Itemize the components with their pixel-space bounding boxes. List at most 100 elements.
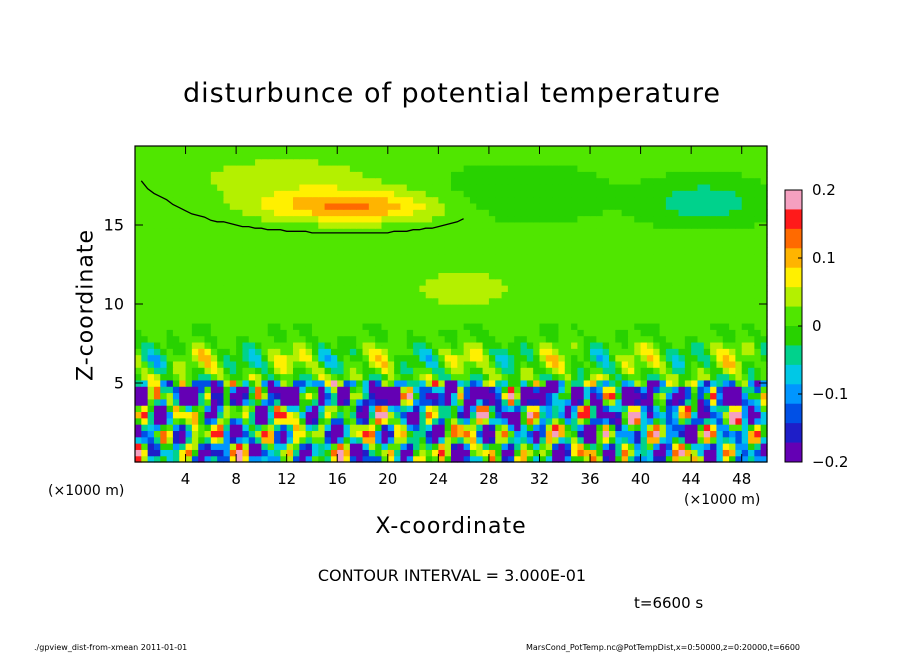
field-cell [457, 291, 465, 299]
field-cell [659, 228, 667, 236]
field-cell [406, 373, 414, 381]
field-cell [299, 291, 307, 299]
field-cell [160, 411, 168, 419]
field-cell [368, 177, 376, 185]
field-cell [640, 417, 648, 425]
field-cell [242, 386, 250, 394]
field-cell [217, 436, 225, 444]
field-cell [716, 285, 724, 292]
field-cell [526, 272, 534, 280]
field-cell [349, 304, 357, 311]
field-cell [653, 247, 661, 255]
field-cell [514, 455, 522, 463]
field-cell [602, 278, 610, 286]
field-cell [356, 316, 364, 324]
field-cell [748, 329, 755, 337]
field-cell [444, 449, 452, 457]
field-cell [419, 164, 427, 172]
field-cell [451, 430, 458, 438]
field-cell [318, 190, 326, 198]
field-cell [242, 360, 250, 368]
field-cell [280, 240, 288, 248]
field-cell [343, 443, 351, 450]
field-cell [520, 202, 528, 210]
field-cell [678, 386, 686, 394]
field-cell [609, 341, 616, 349]
field-cell [381, 152, 389, 160]
field-cell [703, 285, 711, 292]
field-cell [457, 392, 465, 400]
field-cell [267, 449, 275, 457]
field-cell [577, 234, 585, 242]
field-cell [394, 335, 402, 343]
field-cell [160, 449, 168, 457]
field-cell [659, 335, 667, 343]
field-cell [457, 152, 465, 160]
field-cell [135, 272, 142, 280]
field-cell [564, 285, 572, 292]
field-cell [394, 196, 402, 204]
field-cell [596, 202, 604, 210]
field-cell [153, 417, 161, 425]
field-cell [223, 322, 231, 330]
field-cell [368, 152, 376, 160]
field-cell [267, 398, 275, 406]
field-cell [558, 228, 566, 236]
field-cell [748, 354, 755, 362]
field-cell [217, 247, 225, 255]
field-cell [457, 183, 465, 191]
field-cell [438, 398, 446, 406]
field-cell [172, 215, 180, 223]
field-cell [684, 430, 692, 438]
field-cell [141, 329, 149, 337]
field-cell [678, 240, 686, 248]
field-cell [406, 196, 414, 204]
field-cell [343, 253, 351, 261]
field-cell [394, 348, 402, 356]
field-cell [615, 310, 623, 318]
field-cell [438, 215, 446, 223]
field-cell [627, 322, 635, 330]
field-cell [646, 430, 654, 438]
field-cell [343, 158, 351, 166]
field-cell [520, 291, 528, 299]
field-cell [305, 367, 313, 375]
field-cell [741, 335, 749, 343]
field-cell [299, 335, 307, 343]
field-cell [716, 436, 724, 444]
field-cell [697, 183, 705, 191]
field-cell [255, 348, 262, 356]
field-cell [236, 329, 244, 337]
field-cell [293, 177, 300, 185]
field-cell [476, 316, 484, 324]
field-cell [729, 392, 736, 400]
field-cell [678, 367, 686, 375]
field-cell [324, 247, 332, 255]
field-cell [185, 455, 193, 463]
field-cell [514, 443, 522, 450]
field-cell [147, 386, 155, 394]
field-cell [482, 316, 490, 324]
field-cell [356, 430, 364, 438]
field-cell [748, 291, 755, 299]
field-cell [507, 329, 515, 337]
field-cell [653, 354, 661, 362]
field-cell [691, 171, 699, 179]
field-cell [678, 360, 686, 368]
field-cell [577, 183, 585, 191]
field-cell [463, 354, 471, 362]
field-cell [236, 209, 244, 217]
field-cell [179, 146, 187, 153]
field-cell [615, 266, 623, 273]
field-cell [507, 348, 515, 356]
field-cell [653, 430, 661, 438]
field-cell [703, 379, 711, 387]
field-cell [710, 209, 718, 217]
field-cell [274, 272, 281, 280]
field-cell [526, 405, 534, 413]
field-cell [229, 234, 237, 242]
field-cell [248, 291, 256, 299]
field-cell [406, 215, 414, 223]
field-cell [615, 417, 623, 425]
field-cell [722, 202, 730, 210]
